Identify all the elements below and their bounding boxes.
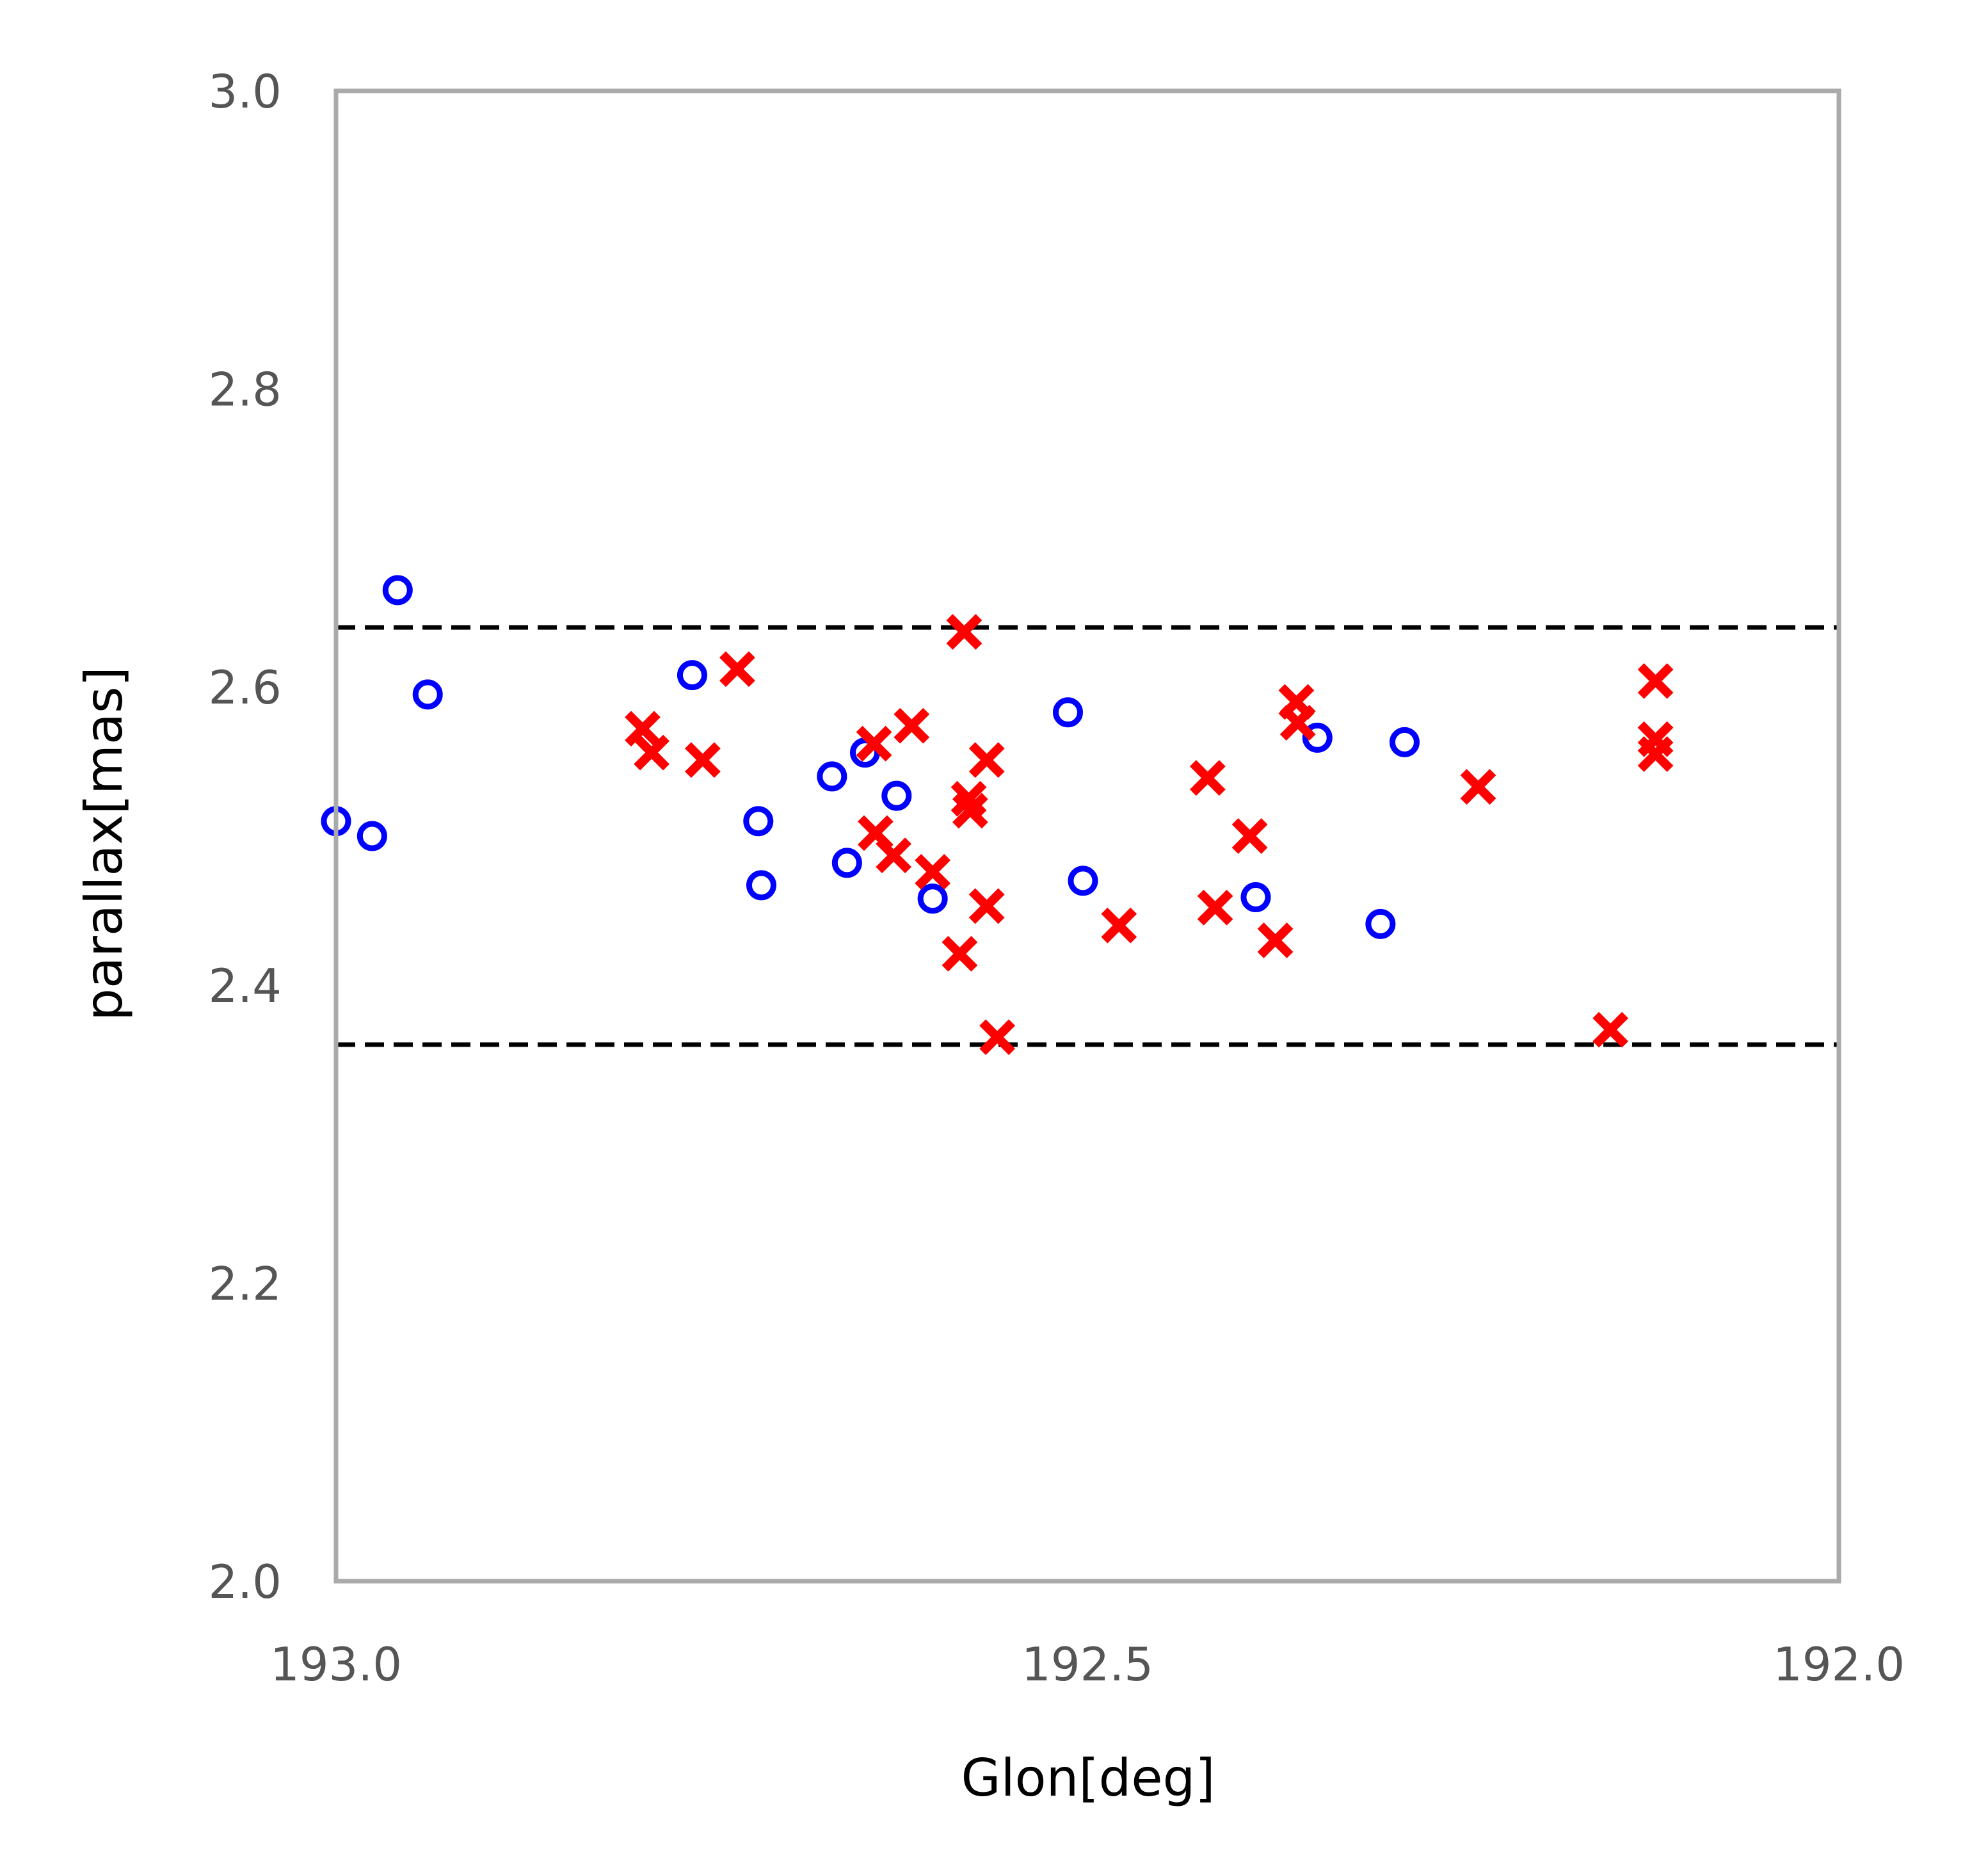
data-points [321, 575, 1674, 1056]
x-tick-label: 192.5 [1022, 1638, 1153, 1691]
circle-point [746, 870, 776, 901]
y-tick-label: 2.8 [208, 363, 282, 417]
x-axis-title: Glon[deg] [961, 1748, 1215, 1808]
x-point-stroke [1257, 922, 1294, 958]
y-tick-labels: 2.0 2.2 2.4 2.6 2.8 3.0 [208, 65, 282, 1609]
plot-frame [333, 88, 1841, 1584]
circle-point [357, 821, 387, 851]
circle-point [1389, 727, 1420, 757]
circle-point [881, 780, 912, 811]
y-tick-label: 2.0 [208, 1555, 282, 1609]
x-point [856, 725, 892, 762]
y-tick-label: 2.4 [208, 959, 282, 1013]
x-point-stroke [856, 725, 892, 762]
x-point-stroke [1592, 1011, 1629, 1048]
x-point-stroke [968, 888, 1005, 924]
x-point-stroke [685, 742, 721, 778]
circle-point [1365, 908, 1396, 939]
x-point [968, 742, 1005, 778]
x-point-stroke [1460, 769, 1496, 805]
x-point-stroke [915, 853, 951, 890]
circle-point [917, 883, 948, 914]
x-point-stroke [952, 793, 988, 829]
x-point [1637, 736, 1674, 772]
circle-point [677, 660, 707, 691]
x-point [1197, 889, 1233, 926]
x-point-stroke [1279, 705, 1316, 741]
circle-point [1302, 722, 1333, 753]
x-point-stroke [946, 614, 982, 650]
x-point-stroke [1197, 889, 1233, 926]
x-tick-labels: 193.0 192.5 192.0 [270, 1638, 1905, 1691]
x-point [1279, 705, 1316, 741]
circle-point [382, 575, 413, 606]
circle-point [1068, 865, 1098, 896]
x-point-stroke [1637, 663, 1674, 699]
reference-lines [336, 625, 1839, 1047]
x-point [1257, 922, 1294, 958]
x-point [876, 837, 912, 874]
x-point-stroke [979, 1019, 1016, 1056]
x-point [915, 853, 951, 890]
x-point [634, 734, 669, 771]
y-tick-label: 2.2 [208, 1257, 282, 1310]
x-point-stroke [968, 742, 1005, 778]
x-point [1231, 818, 1268, 854]
circle-point [831, 848, 862, 878]
x-point-stroke [942, 936, 978, 972]
x-point [1637, 663, 1674, 699]
circle-point [1240, 881, 1271, 912]
x-point [1101, 907, 1137, 944]
y-tick-label: 2.6 [208, 661, 282, 714]
x-point-stroke [1637, 736, 1674, 772]
circle-point [817, 761, 847, 792]
x-point [1189, 760, 1226, 796]
circle-point [743, 806, 774, 837]
x-point [952, 793, 988, 829]
x-tick-label: 193.0 [270, 1638, 402, 1691]
x-point [685, 742, 721, 778]
y-axis-title: parallax[mas] [74, 666, 134, 1021]
x-point-stroke [1101, 907, 1137, 944]
x-point [625, 711, 661, 747]
x-point [942, 936, 978, 972]
x-point [968, 888, 1005, 924]
x-point-stroke [876, 837, 912, 874]
x-point [946, 614, 982, 650]
x-point [1460, 769, 1496, 805]
x-tick-label: 192.0 [1773, 1638, 1905, 1691]
x-point-stroke [1231, 818, 1268, 854]
x-point [719, 651, 755, 688]
x-point-stroke [625, 711, 661, 747]
y-tick-label: 3.0 [208, 65, 282, 118]
circle-point [1052, 697, 1083, 728]
x-point-stroke [894, 707, 930, 744]
x-point-stroke [634, 734, 669, 771]
x-point-stroke [858, 815, 894, 851]
x-point [894, 707, 930, 744]
x-point [979, 1019, 1016, 1056]
circle-point [412, 679, 443, 710]
x-point-stroke [719, 651, 755, 688]
x-point-stroke [1189, 760, 1226, 796]
x-point [1592, 1011, 1629, 1048]
